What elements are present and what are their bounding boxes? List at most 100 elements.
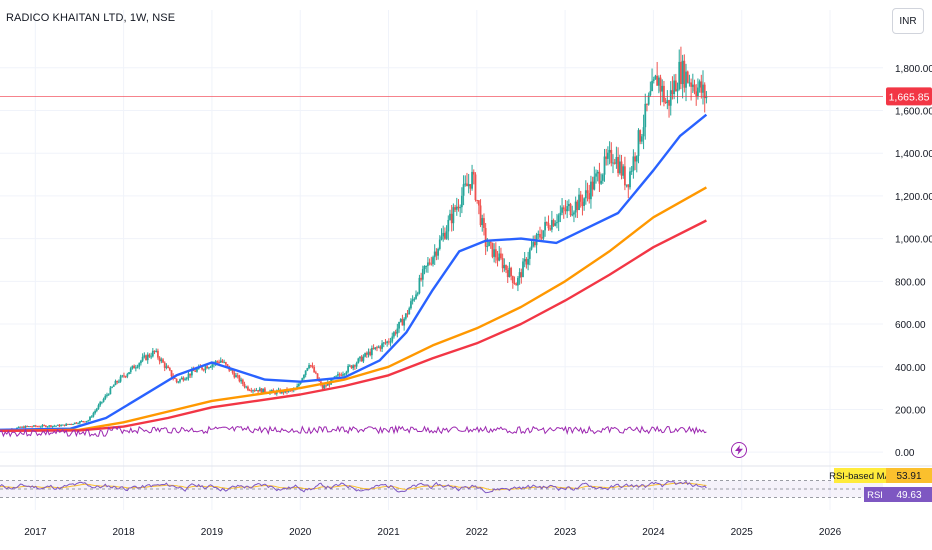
candle-body: [702, 84, 704, 93]
candle-body: [117, 381, 120, 383]
rsi-ma-label: RSI-based MA: [829, 471, 891, 482]
candle-body: [494, 249, 497, 258]
candle-body: [99, 402, 102, 406]
candle-body: [107, 394, 110, 396]
candle-body: [515, 283, 518, 286]
candle-body: [528, 249, 531, 259]
candle-body: [491, 242, 494, 257]
candle-body: [674, 80, 677, 92]
candle-body: [36, 426, 39, 428]
candle-body: [309, 365, 312, 367]
candle-body: [666, 100, 669, 104]
rsi-value: 49.63: [896, 490, 921, 501]
candle-body: [576, 201, 579, 211]
candle-body: [532, 242, 535, 247]
candle-body: [75, 422, 78, 424]
candle-body: [231, 369, 234, 373]
candle-body: [676, 89, 679, 92]
candle-body: [440, 236, 443, 240]
candle-body: [421, 269, 424, 280]
candle-body: [26, 425, 29, 427]
candle-body: [703, 84, 706, 99]
candle-body: [430, 263, 433, 265]
candle-body: [573, 212, 575, 215]
candle-body: [165, 366, 168, 368]
candle-body: [608, 149, 611, 153]
candle-body: [209, 366, 212, 368]
candle-body: [311, 365, 314, 368]
candle-body: [370, 348, 373, 356]
candle-body: [262, 388, 265, 393]
candle-body: [347, 365, 350, 372]
candle-body: [51, 425, 54, 427]
candle-body: [303, 375, 305, 379]
candle-body: [561, 207, 563, 213]
candle-body: [316, 373, 319, 380]
candle-body: [240, 379, 243, 382]
candle-body: [686, 71, 689, 83]
candle-body: [579, 194, 582, 202]
candle-body: [141, 356, 144, 361]
candle-body: [411, 299, 414, 302]
candle-body: [321, 384, 324, 389]
candle-body: [95, 408, 98, 411]
candle-body: [693, 84, 696, 92]
candle-body: [140, 360, 142, 364]
candle-body: [418, 277, 421, 294]
candle-body: [544, 222, 546, 231]
candle-body: [644, 103, 647, 128]
candle-body: [586, 190, 589, 194]
candle-body: [413, 298, 416, 300]
price-tick-label: 1,400.00: [895, 149, 932, 160]
candle-body: [24, 425, 27, 428]
candle-body: [527, 258, 530, 265]
candle-body: [462, 184, 465, 196]
candle-body: [640, 136, 643, 142]
candle-body: [496, 257, 499, 261]
candle-body: [185, 377, 188, 380]
candle-body: [669, 90, 672, 106]
candle-body: [238, 375, 241, 382]
candle-body: [671, 90, 674, 95]
candle-body: [635, 156, 638, 162]
candle-body: [372, 348, 375, 350]
price-tick-label: 0.00: [895, 448, 915, 459]
ma-line-ma-mid: [0, 186, 707, 432]
candle-body: [438, 239, 441, 249]
candle-body: [350, 365, 353, 369]
currency-button[interactable]: INR: [892, 8, 924, 34]
candle-body: [450, 213, 453, 224]
candle-body: [623, 166, 626, 186]
candle-body: [691, 84, 694, 87]
candle-body: [564, 209, 567, 212]
candle-body: [386, 341, 389, 343]
candle-body: [158, 357, 161, 362]
rsi-line: [0, 480, 707, 494]
candle-body: [102, 398, 105, 402]
candle-body: [476, 199, 479, 201]
lightning-icon[interactable]: [731, 442, 747, 458]
candle-body: [352, 365, 355, 369]
candle-body: [632, 156, 635, 171]
candle-body: [129, 368, 132, 373]
price-tick-label: 600.00: [895, 320, 926, 331]
candle-body: [680, 61, 682, 85]
candle-body: [673, 80, 676, 95]
candle-body: [138, 363, 141, 367]
candle-body: [306, 368, 309, 371]
candle-body: [89, 416, 91, 421]
candle-body: [328, 382, 331, 385]
candle-body: [690, 82, 693, 87]
candle-body: [355, 363, 358, 367]
candle-body: [646, 103, 648, 105]
time-axis-label: 2023: [554, 527, 577, 538]
candle-body: [651, 80, 653, 92]
candle-body: [136, 366, 139, 368]
candle-body: [498, 253, 501, 261]
price-tick-label: 1,800.00: [895, 64, 932, 75]
candle-body: [48, 425, 51, 427]
candle-body: [399, 318, 402, 322]
candle-body: [603, 156, 606, 175]
candle-body: [187, 373, 190, 378]
